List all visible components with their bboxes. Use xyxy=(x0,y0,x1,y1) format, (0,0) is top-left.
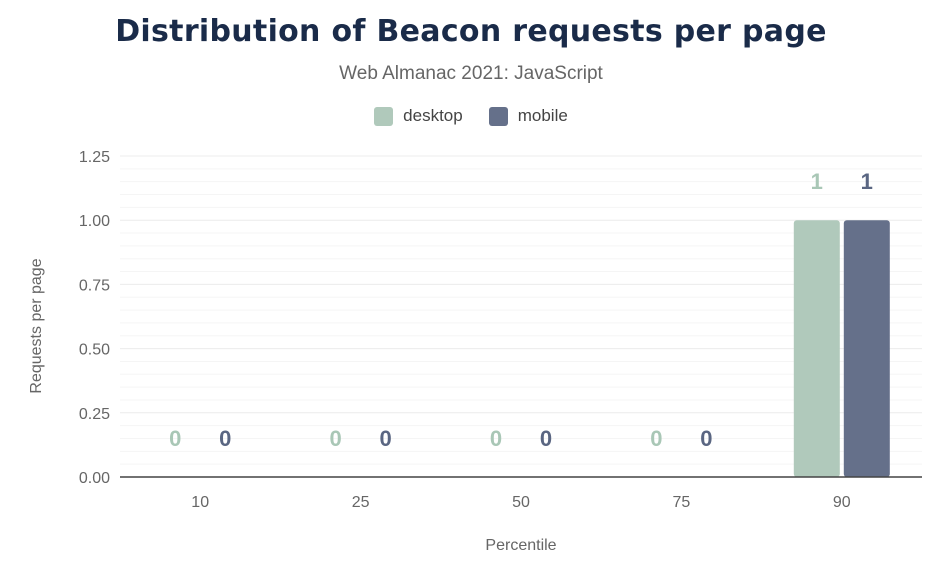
bar-desktop xyxy=(793,220,840,477)
x-axis-title: Percentile xyxy=(485,537,556,554)
chart-title: Distribution of Beacon requests per page xyxy=(115,14,827,49)
y-tick-label: 0.00 xyxy=(79,470,110,487)
x-tick-label: 90 xyxy=(833,494,851,511)
x-tick-label: 10 xyxy=(191,494,209,511)
legend-label-desktop: desktop xyxy=(403,106,463,125)
x-tick-label: 50 xyxy=(512,494,530,511)
data-label-mobile: 0 xyxy=(219,426,231,451)
legend-swatch-desktop xyxy=(374,106,394,126)
legend-swatch-mobile xyxy=(488,106,508,126)
legend: desktop mobile xyxy=(0,106,942,126)
data-label-mobile: 0 xyxy=(540,426,552,451)
legend-item-mobile[interactable]: mobile xyxy=(488,106,568,126)
data-label-desktop: 1 xyxy=(811,169,823,194)
chart-subtitle: Web Almanac 2021: JavaScript xyxy=(339,63,603,84)
bar-mobile xyxy=(843,220,890,477)
data-label-mobile: 0 xyxy=(379,426,391,451)
data-label-desktop: 0 xyxy=(169,426,181,451)
legend-label-mobile: mobile xyxy=(517,106,568,125)
y-axis-title: Requests per page xyxy=(28,258,45,393)
x-tick-label: 75 xyxy=(673,494,691,511)
y-tick-label: 1.25 xyxy=(79,149,110,166)
y-tick-label: 0.50 xyxy=(79,342,110,359)
y-tick-label: 0.75 xyxy=(79,277,110,294)
y-tick-label: 0.25 xyxy=(79,406,110,423)
data-label-desktop: 0 xyxy=(490,426,502,451)
data-label-mobile: 1 xyxy=(861,169,873,194)
data-label-desktop: 0 xyxy=(329,426,341,451)
data-label-mobile: 0 xyxy=(700,426,712,451)
data-label-desktop: 0 xyxy=(650,426,662,451)
legend-item-desktop[interactable]: desktop xyxy=(374,106,463,126)
y-tick-label: 1.00 xyxy=(79,213,110,230)
x-tick-label: 25 xyxy=(352,494,370,511)
